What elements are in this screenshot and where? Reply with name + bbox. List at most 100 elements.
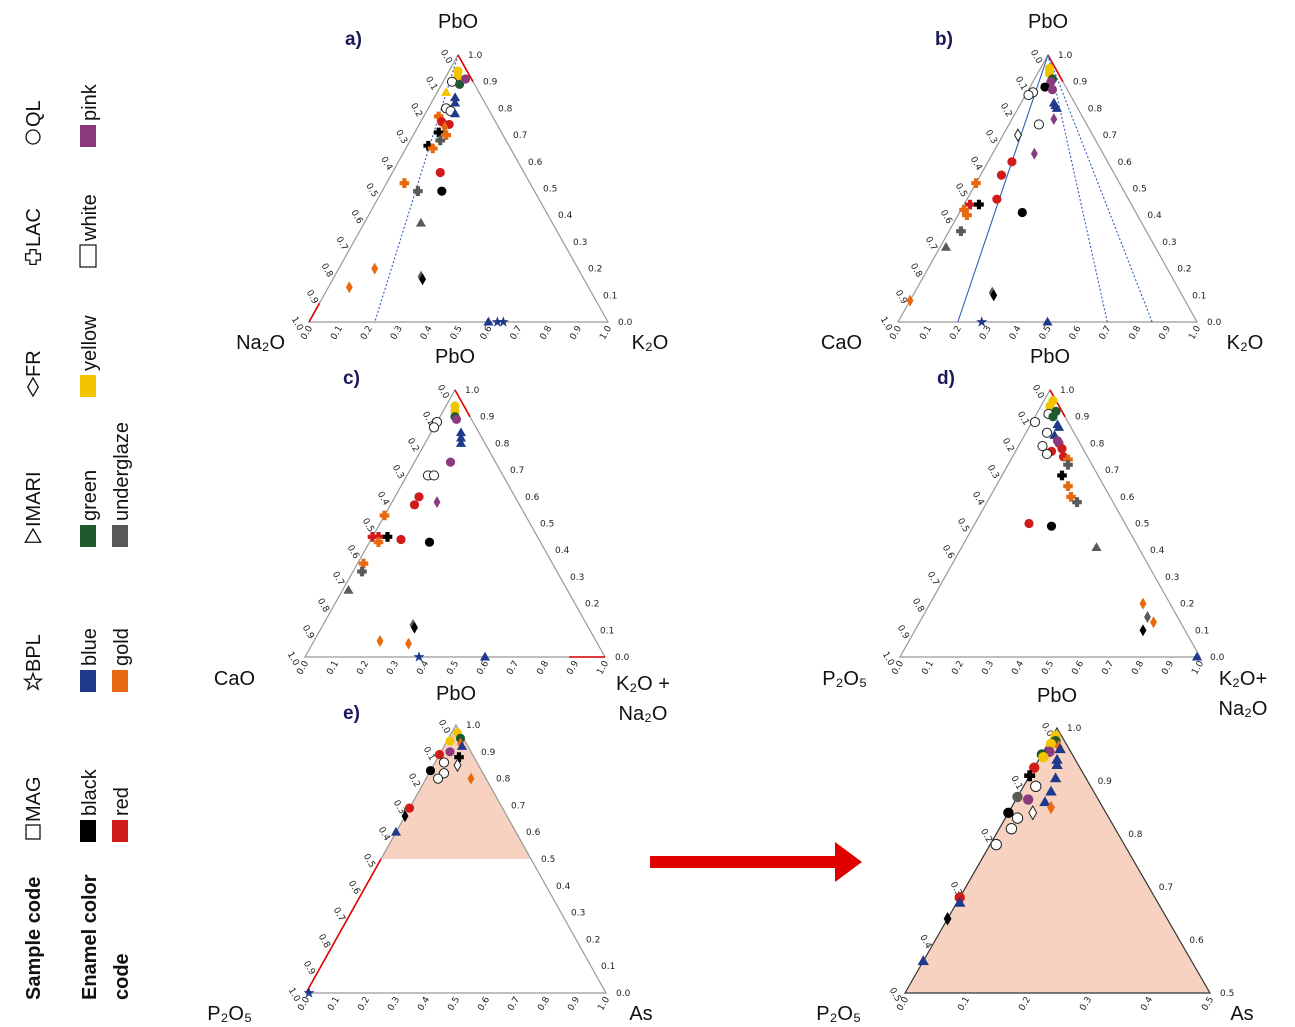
data-point	[1030, 780, 1042, 792]
tick-left: 0.5	[953, 182, 969, 199]
data-point	[1038, 751, 1049, 763]
data-point	[1005, 823, 1018, 835]
data-point	[917, 955, 929, 966]
tick-bottom: 1.0	[596, 995, 612, 1013]
guide-line	[957, 54, 1049, 323]
tick-right: 0.5	[1135, 520, 1149, 530]
data-point	[971, 178, 981, 188]
tick-right: 0.4	[1147, 211, 1162, 221]
tick-right: 0.0	[616, 989, 631, 999]
tick-bottom: 0.3	[1078, 995, 1094, 1012]
tick-right: 1.0	[468, 51, 483, 61]
tick-bottom: 0.5	[1038, 324, 1054, 341]
data-point	[1150, 616, 1157, 629]
vertex-top: PbO	[436, 683, 476, 705]
legend-swatch-green	[80, 525, 96, 547]
tick-left: 0.9	[301, 959, 317, 977]
vertex-right-2: Na₂O	[1219, 698, 1268, 720]
tick-right: 1.0	[466, 721, 481, 731]
legend-sample-fr: FR	[23, 350, 45, 377]
panel-label: b)	[935, 29, 953, 50]
tick-right: 0.6	[528, 158, 543, 168]
legend-color-white: white	[79, 194, 101, 242]
legend-swatch-white	[79, 244, 97, 268]
panel-d: 0.00.00.00.10.10.10.20.20.20.30.30.30.40…	[822, 346, 1267, 720]
vertex-right: K₂O	[1227, 332, 1264, 354]
data-point	[1033, 119, 1045, 130]
tick-left: 0.2	[405, 437, 421, 454]
tick-left: 0.7	[334, 235, 350, 252]
data-point	[956, 226, 966, 236]
data-point	[456, 741, 468, 750]
tick-bottom: 0.7	[509, 324, 525, 341]
tick-left: 0.6	[345, 543, 361, 561]
legend-swatch-pink	[80, 125, 96, 147]
ternary-outline	[898, 388, 1202, 658]
data-point	[435, 135, 446, 146]
tick-bottom: 1.0	[595, 659, 611, 677]
data-point	[1039, 796, 1051, 807]
tick-left: 0.4	[375, 490, 391, 508]
tick-left: 0.8	[908, 262, 924, 280]
tick-bottom: 0.2	[359, 324, 375, 341]
data-point	[1007, 157, 1017, 167]
data-point	[1012, 791, 1023, 803]
data-point	[992, 194, 1002, 204]
tick-right: 1.0	[1060, 386, 1075, 396]
panel-e-zoom: 0.50.40.30.20.10.0 1.00.90.80.70.60.50.0 0…	[816, 685, 1253, 1025]
vertex-top: PbO	[435, 346, 475, 368]
tick-left: 0.0	[438, 48, 454, 66]
data-point	[1024, 770, 1036, 782]
data-point	[414, 492, 424, 502]
data-point	[433, 111, 444, 122]
tick-bottom: 0.6	[476, 995, 492, 1013]
data-point	[438, 757, 450, 768]
data-point	[962, 210, 972, 220]
tick-left: 0.8	[319, 262, 335, 280]
tick-bottom: 1.0	[598, 324, 614, 342]
region-shade	[381, 725, 531, 859]
tick-bottom: 0.8	[1128, 324, 1144, 342]
tick-bottom: 0.1	[325, 659, 341, 676]
data-point	[1013, 128, 1022, 143]
tick-right: 0.2	[1177, 265, 1191, 275]
legend-color-red: red	[111, 787, 133, 816]
tick-bottom: 0.3	[978, 324, 994, 341]
data-point	[435, 167, 445, 178]
tick-bottom: 0.5	[1040, 659, 1056, 676]
data-point	[483, 316, 494, 326]
data-point	[1046, 77, 1056, 87]
data-point	[437, 186, 447, 196]
tick-bottom: 0.8	[535, 659, 551, 677]
tick-left: 0.0	[436, 718, 452, 736]
tick-bottom: 0.9	[568, 324, 584, 342]
data-point	[454, 752, 464, 762]
legend-color-black: black	[79, 768, 101, 816]
tick-bottom: 0.9	[566, 995, 582, 1013]
tick-left: 0.6	[940, 543, 956, 561]
tick-bottom: 0.5	[446, 995, 462, 1012]
tick-bottom: 0.5	[449, 324, 465, 341]
tick-bottom: 0.3	[980, 659, 996, 676]
tick-left: 0.1	[1015, 410, 1031, 427]
data-point	[1051, 759, 1063, 769]
tick-bottom: 0.6	[475, 659, 491, 677]
tick-right: 0.8	[495, 439, 510, 449]
tick-bottom: 0.2	[1017, 995, 1033, 1012]
vertex-right-2: Na₂O	[619, 703, 668, 725]
data-point	[1017, 207, 1027, 218]
tick-right: 0.2	[1180, 600, 1194, 610]
tick-left: 0.7	[925, 570, 941, 587]
tick-right: 0.8	[1090, 439, 1105, 449]
data-point	[1045, 738, 1057, 750]
data-point	[1057, 444, 1067, 454]
tick-right: 0.2	[586, 935, 600, 945]
tick-right: 0.9	[1075, 413, 1090, 423]
tick-bottom: 0.9	[565, 659, 581, 677]
tick-left: 0.7	[331, 906, 347, 923]
tick-right: 0.9	[1098, 777, 1113, 787]
data-point	[467, 772, 475, 785]
tick-bottom: 0.1	[329, 324, 345, 341]
data-point	[303, 987, 315, 998]
